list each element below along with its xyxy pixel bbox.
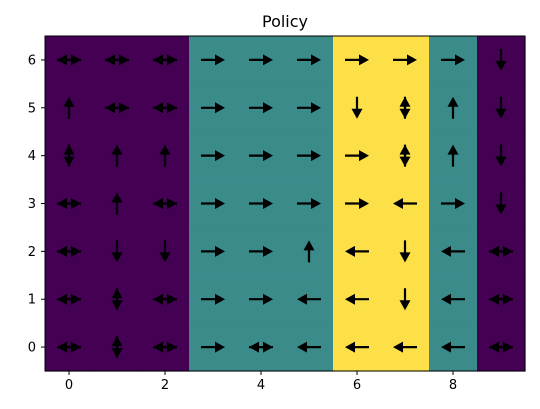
policy-arrow-left <box>441 341 465 353</box>
x-tick-label: 6 <box>353 378 361 393</box>
policy-arrow-down <box>111 240 123 263</box>
policy-arrow-down <box>111 336 123 359</box>
policy-arrow-right <box>345 54 369 66</box>
policy-arrow-left <box>153 198 177 209</box>
policy-arrow-left <box>57 198 81 209</box>
policy-arrow-right <box>201 54 225 66</box>
policy-arrow-left <box>153 293 177 305</box>
policy-arrow-left <box>393 198 417 209</box>
policy-arrow-down <box>399 240 411 263</box>
chart-title: Policy <box>262 12 308 31</box>
policy-arrow-right <box>201 102 225 114</box>
policy-arrow-down <box>495 96 507 119</box>
policy-arrow-left <box>345 341 369 353</box>
policy-arrow-right <box>201 150 225 162</box>
policy-arrow-left <box>105 102 129 114</box>
y-axis: 0 1 2 3 4 5 6 <box>28 53 45 356</box>
policy-arrows <box>57 48 513 359</box>
policy-arrow-right <box>441 54 465 66</box>
policy-arrow-up <box>303 240 315 263</box>
y-tick-label: 1 <box>28 293 36 308</box>
policy-arrow-right <box>345 150 369 162</box>
policy-arrow-left <box>441 293 465 305</box>
policy-arrow-right <box>297 150 321 162</box>
policy-arrow-up <box>111 192 123 215</box>
policy-arrow-right <box>249 245 273 257</box>
policy-arrow-down <box>495 192 507 215</box>
policy-arrow-left <box>153 341 177 353</box>
y-tick-label: 6 <box>28 53 36 68</box>
policy-arrow-left <box>345 245 369 257</box>
x-tick-label: 0 <box>65 378 73 393</box>
x-axis: 0 2 4 6 8 <box>65 371 457 393</box>
policy-arrow-left <box>249 341 273 353</box>
policy-arrow-up <box>111 144 123 167</box>
policy-arrow-down <box>399 288 411 311</box>
policy-arrow-up <box>447 96 459 119</box>
policy-arrow-right <box>393 54 417 66</box>
policy-arrow-right <box>201 341 225 353</box>
policy-arrow-left <box>57 54 81 66</box>
policy-arrow-down <box>399 144 411 167</box>
policy-arrow-right <box>201 198 225 209</box>
policy-arrow-down <box>495 48 507 71</box>
y-tick-label: 4 <box>28 149 36 164</box>
policy-arrow-right <box>441 198 465 209</box>
policy-arrow-left <box>57 341 81 353</box>
policy-arrow-left <box>489 245 513 257</box>
policy-arrow-right <box>249 102 273 114</box>
policy-arrow-down <box>351 96 363 119</box>
policy-arrow-left <box>393 341 417 353</box>
policy-arrow-left <box>57 245 81 257</box>
policy-arrow-right <box>297 198 321 209</box>
policy-arrow-left <box>57 293 81 305</box>
y-tick-label: 5 <box>28 101 36 116</box>
policy-arrow-left <box>297 341 321 353</box>
policy-arrow-down <box>495 144 507 167</box>
policy-arrow-right <box>201 293 225 305</box>
policy-arrow-left <box>489 341 513 353</box>
policy-arrow-left <box>441 245 465 257</box>
policy-arrow-left <box>105 54 129 66</box>
policy-arrow-right <box>297 102 321 114</box>
y-tick-label: 0 <box>28 341 36 356</box>
policy-arrow-left <box>153 102 177 114</box>
policy-arrow-right <box>249 293 273 305</box>
x-tick-label: 2 <box>161 378 169 393</box>
policy-arrow-left <box>489 293 513 305</box>
y-tick-label: 3 <box>28 197 36 212</box>
policy-arrow-up <box>447 144 459 167</box>
policy-arrow-left <box>297 293 321 305</box>
policy-arrow-left <box>153 54 177 66</box>
x-tick-label: 8 <box>449 378 457 393</box>
policy-arrow-down <box>399 96 411 119</box>
policy-arrow-right <box>249 150 273 162</box>
policy-arrow-down <box>63 144 75 167</box>
policy-arrow-right <box>345 198 369 209</box>
policy-arrow-right <box>201 245 225 257</box>
policy-arrow-up <box>159 144 171 167</box>
policy-arrow-up <box>63 96 75 119</box>
policy-arrow-right <box>249 54 273 66</box>
policy-arrow-left <box>345 293 369 305</box>
policy-arrow-right <box>297 54 321 66</box>
policy-arrow-right <box>249 198 273 209</box>
x-tick-label: 4 <box>257 378 265 393</box>
y-tick-label: 2 <box>28 245 36 260</box>
policy-arrow-down <box>159 240 171 263</box>
policy-arrow-down <box>111 288 123 311</box>
